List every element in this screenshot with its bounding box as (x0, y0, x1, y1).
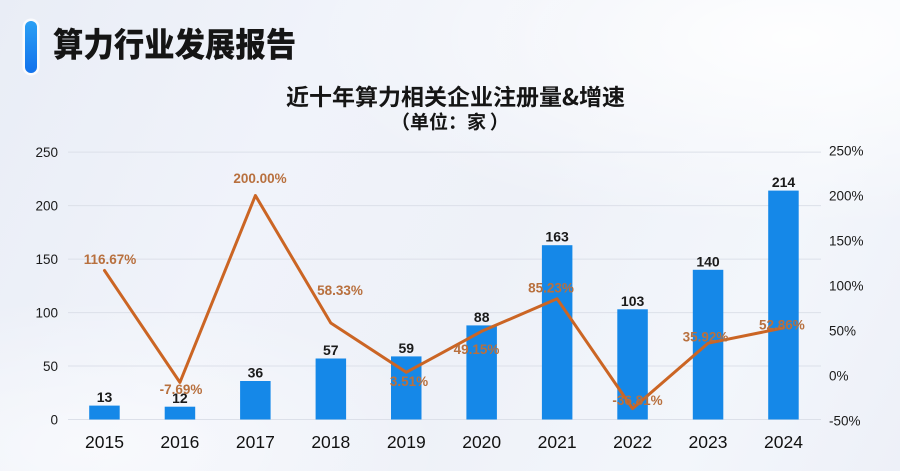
svg-text:2021: 2021 (538, 432, 577, 452)
svg-text:116.67%: 116.67% (84, 252, 137, 267)
svg-text:2023: 2023 (689, 432, 728, 452)
svg-text:-50%: -50% (829, 413, 861, 428)
svg-text:214: 214 (772, 174, 796, 190)
svg-text:2017: 2017 (236, 432, 275, 452)
svg-text:35.92%: 35.92% (683, 330, 729, 345)
svg-text:100%: 100% (829, 278, 864, 293)
svg-text:140: 140 (696, 253, 720, 269)
svg-text:200%: 200% (829, 188, 864, 203)
svg-text:163: 163 (545, 229, 569, 245)
svg-text:103: 103 (621, 293, 645, 309)
svg-text:200: 200 (35, 198, 58, 213)
svg-text:2024: 2024 (764, 432, 803, 452)
svg-text:150%: 150% (829, 233, 864, 248)
svg-text:250%: 250% (829, 143, 864, 158)
svg-text:3.51%: 3.51% (390, 374, 428, 389)
svg-text:-7.69%: -7.69% (160, 382, 203, 397)
svg-text:2015: 2015 (85, 432, 124, 452)
svg-text:57: 57 (323, 342, 339, 358)
svg-text:2019: 2019 (387, 432, 426, 452)
svg-text:85.23%: 85.23% (528, 280, 574, 295)
svg-text:49.15%: 49.15% (454, 342, 500, 357)
svg-text:88: 88 (474, 309, 490, 325)
svg-text:250: 250 (35, 145, 58, 160)
svg-text:200.00%: 200.00% (233, 171, 286, 186)
svg-text:50%: 50% (829, 323, 856, 338)
svg-text:0: 0 (50, 412, 58, 427)
svg-text:0%: 0% (829, 368, 849, 383)
svg-text:2016: 2016 (160, 432, 199, 452)
svg-text:52.86%: 52.86% (759, 318, 805, 333)
svg-text:58.33%: 58.33% (317, 283, 363, 298)
svg-text:12: 12 (172, 390, 188, 406)
svg-text:36: 36 (248, 365, 264, 381)
svg-text:50: 50 (43, 359, 58, 374)
svg-text:59: 59 (399, 340, 415, 356)
svg-text:150: 150 (35, 252, 58, 267)
svg-text:100: 100 (35, 305, 58, 320)
svg-text:2022: 2022 (613, 432, 652, 452)
svg-text:2020: 2020 (462, 432, 501, 452)
svg-text:-36.81%: -36.81% (612, 393, 662, 408)
svg-text:2018: 2018 (311, 432, 350, 452)
svg-text:13: 13 (97, 389, 113, 405)
